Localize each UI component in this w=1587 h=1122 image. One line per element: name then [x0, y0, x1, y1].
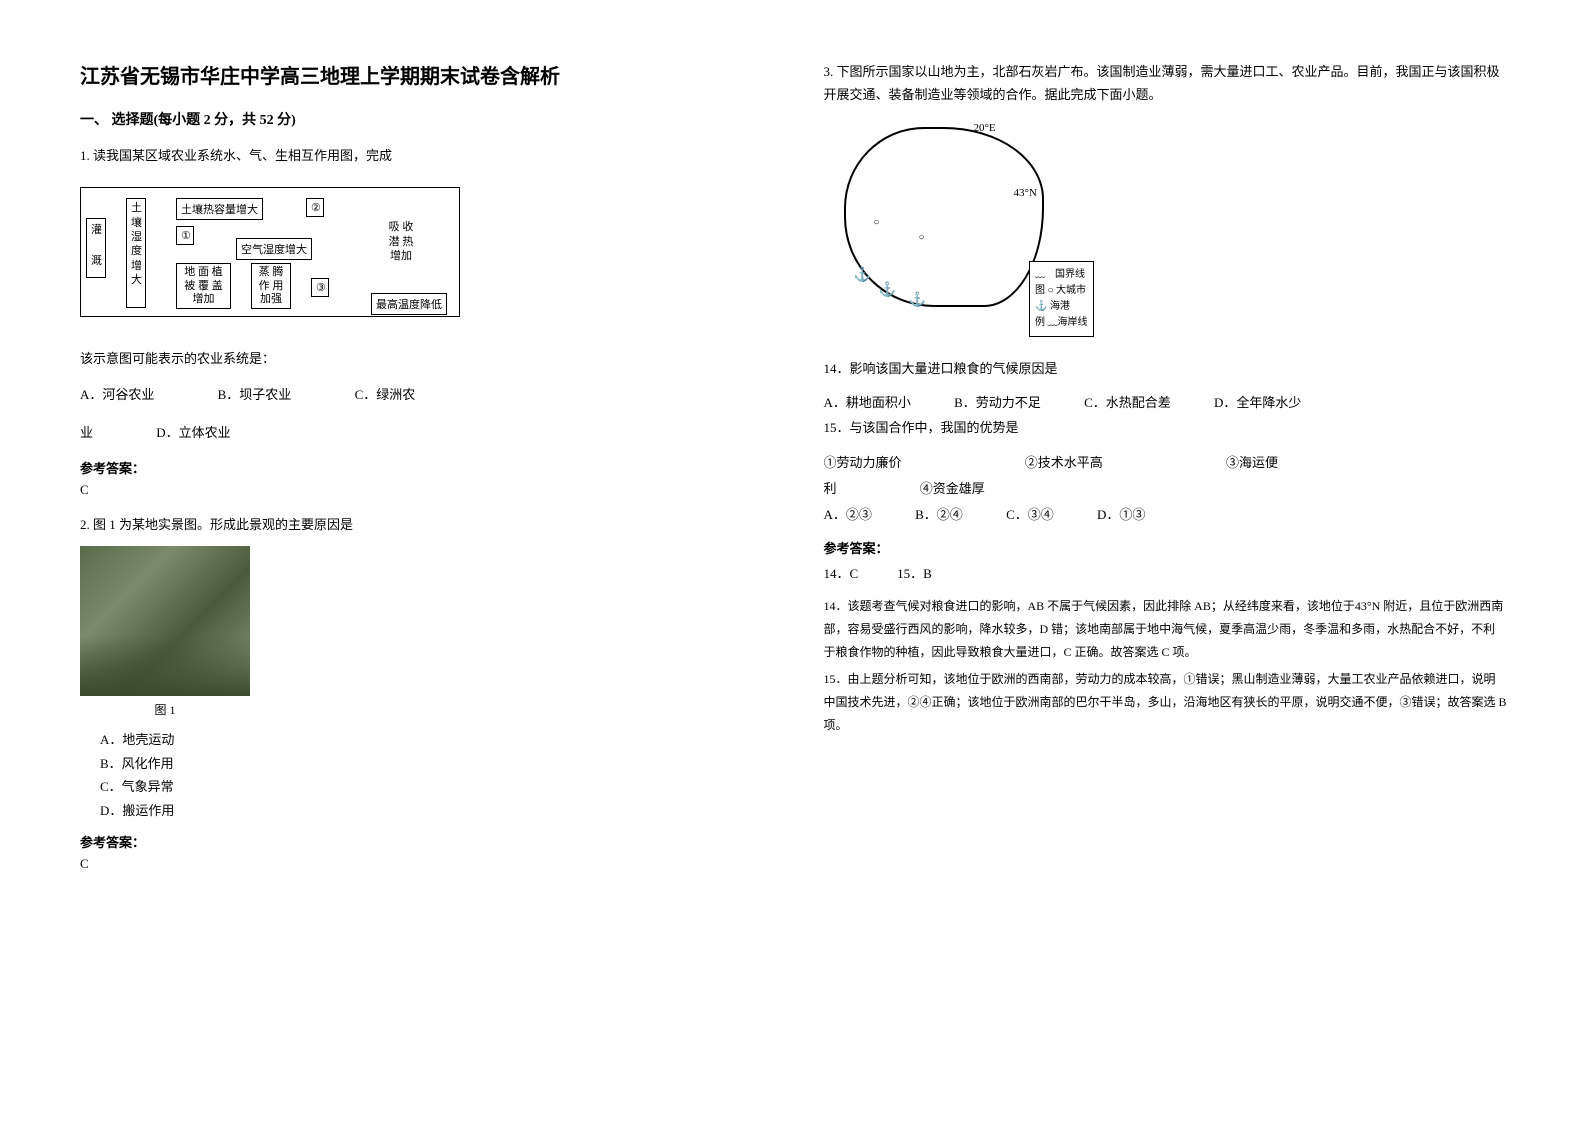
diagram-label: 作 用 — [256, 280, 286, 293]
q14-stem: 14．影响该国大量进口粮食的气候原因是 — [824, 357, 1508, 380]
legend-item: ⚓ 海港 — [1035, 301, 1070, 312]
q15-circled-options: ①劳动力廉价 ②技术水平高 ③海运便 — [824, 450, 1508, 476]
q2-caption: 图 1 — [80, 701, 250, 718]
legend-item: 海岸线 — [1058, 317, 1088, 328]
right-column: 3. 下图所示国家以山地为主，北部石灰岩广布。该国制造业薄弱，需大量进口工、农业… — [794, 60, 1538, 1062]
q1-stem: 1. 读我国某区域农业系统水、气、生相互作用图，完成 — [80, 144, 764, 167]
diagram-box: 土壤热容量增大 — [176, 198, 263, 220]
diagram-label: 壤 — [131, 216, 141, 230]
q2-photo — [80, 546, 250, 696]
legend-item: 国界线 — [1055, 269, 1085, 280]
q15-opt1: ①劳动力廉价 — [824, 450, 902, 476]
anchor-icon: ⚓ — [909, 292, 926, 309]
q15-a: A．②③ — [824, 502, 872, 528]
legend-item: ○ 大城市 — [1048, 285, 1087, 296]
document-title: 江苏省无锡市华庄中学高三地理上学期期末试卷含解析 — [80, 60, 764, 89]
diagram-label: 被 覆 盖 — [181, 280, 226, 293]
diagram-num: ① — [176, 226, 194, 245]
q14-c: C．水热配合差 — [1084, 390, 1171, 416]
legend-title: 例 — [1035, 317, 1045, 328]
q14-b: B．劳动力不足 — [954, 390, 1041, 416]
diagram-box: 最高温度降低 — [371, 293, 447, 315]
diagram-label: 地 面 植 — [181, 266, 226, 279]
q2-option-a: A．地壳运动 — [100, 728, 764, 751]
q1-option-a: A．河谷农业 — [80, 381, 154, 410]
q15-b: B．②④ — [915, 502, 963, 528]
map-latitude: 43°N — [1014, 187, 1037, 199]
q3-stem: 3. 下图所示国家以山地为主，北部石灰岩广布。该国制造业薄弱，需大量进口工、农业… — [824, 60, 1508, 107]
q2-option-b: B．风化作用 — [100, 752, 764, 775]
q15-circled-options-2: 利 ④资金雄厚 — [824, 476, 1508, 502]
diagram-label: 蒸 腾 — [256, 266, 286, 279]
answer-label: 参考答案： — [80, 832, 764, 851]
q1-options-line2: 业 D．立体农业 — [80, 419, 764, 448]
city-icon: ○ — [919, 232, 925, 243]
diagram-label: 溉 — [91, 252, 101, 268]
anchor-icon: ⚓ — [854, 267, 871, 284]
diagram-label: 增加 — [385, 249, 417, 263]
diagram-label: 增 — [131, 259, 141, 273]
diagram-label: 度 — [131, 244, 141, 258]
map-legend: ﹏国界线 图 ○ 大城市 ⚓ 海港 例 ﹏海岸线 — [1029, 261, 1094, 337]
q15-options: A．②③ B．②④ C．③④ D．①③ — [824, 502, 1508, 528]
q1-option-c: C．绿洲农 — [355, 381, 416, 410]
q2-answer: C — [80, 856, 764, 872]
q1-option-d: D．立体农业 — [156, 419, 230, 448]
diagram-label: 吸 收 — [385, 220, 417, 234]
q14-options: A．耕地面积小 B．劳动力不足 C．水热配合差 D．全年降水少 — [824, 390, 1508, 416]
q2-options: A．地壳运动 B．风化作用 C．气象异常 D．搬运作用 — [100, 728, 764, 822]
map-longitude: 20°E — [974, 122, 996, 134]
q2-option-d: D．搬运作用 — [100, 799, 764, 822]
diagram-label: 大 — [131, 273, 141, 287]
q2-option-c: C．气象异常 — [100, 775, 764, 798]
q15-d: D．①③ — [1097, 502, 1145, 528]
answer-label: 参考答案： — [824, 538, 1508, 557]
q15-c: C．③④ — [1006, 502, 1054, 528]
q3-answers: 14．C 15．B — [824, 562, 1508, 585]
q14-a: A．耕地面积小 — [824, 390, 911, 416]
q15-opt3: ③海运便 — [1226, 450, 1278, 476]
q15-opt2: ②技术水平高 — [1025, 450, 1103, 476]
section-header: 一、 选择题(每小题 2 分，共 52 分) — [80, 109, 764, 129]
city-icon: ○ — [874, 217, 880, 228]
q1-option-b: B．坝子农业 — [218, 381, 292, 410]
q14-explanation: 14．该题考查气候对粮食进口的影响，AB 不属于气候因素，因此排除 AB；从经纬… — [824, 595, 1508, 663]
diagram-label: 土 — [131, 201, 141, 215]
diagram-box: 空气湿度增大 — [236, 238, 312, 260]
legend-title: 图 — [1035, 285, 1045, 296]
q15-stem: 15．与该国合作中，我国的优势是 — [824, 416, 1508, 439]
left-column: 江苏省无锡市华庄中学高三地理上学期期末试卷含解析 一、 选择题(每小题 2 分，… — [50, 60, 794, 1062]
q15-opt4: ④资金雄厚 — [920, 476, 985, 502]
diagram-num: ② — [306, 198, 324, 217]
anchor-icon: ⚓ — [879, 282, 896, 299]
diagram-num: ③ — [311, 278, 329, 297]
answer-label: 参考答案： — [80, 458, 764, 477]
diagram-label: 加强 — [256, 293, 286, 306]
q1-diagram: 灌 溉 土 壤 湿 度 增 大 土壤热容量增大 ② ① 空气湿度增大 地 面 植… — [80, 187, 460, 317]
diagram-label: 湿 — [131, 230, 141, 244]
q15-explanation: 15．由上题分析可知，该地位于欧洲的西南部，劳动力的成本较高，①错误；黑山制造业… — [824, 668, 1508, 736]
q2-stem: 2. 图 1 为某地实景图。形成此景观的主要原因是 — [80, 513, 764, 536]
diagram-label: 潜 热 — [385, 235, 417, 249]
q14-d: D．全年降水少 — [1214, 390, 1301, 416]
q1-options: A．河谷农业 B．坝子农业 C．绿洲农 — [80, 381, 764, 410]
diagram-label: 灌 — [91, 221, 101, 237]
q15-opt3-cont: 利 — [824, 476, 837, 502]
q1-option-c-cont: 业 — [80, 419, 93, 448]
diagram-label: 增加 — [181, 293, 226, 306]
q1-answer: C — [80, 482, 764, 498]
q1-sub-stem: 该示意图可能表示的农业系统是： — [80, 347, 764, 370]
q3-map: 20°E 43°N ⚓ ⚓ ⚓ ○ ○ ﹏国界线 图 ○ 大城市 ⚓ 海港 例 … — [824, 117, 1104, 347]
